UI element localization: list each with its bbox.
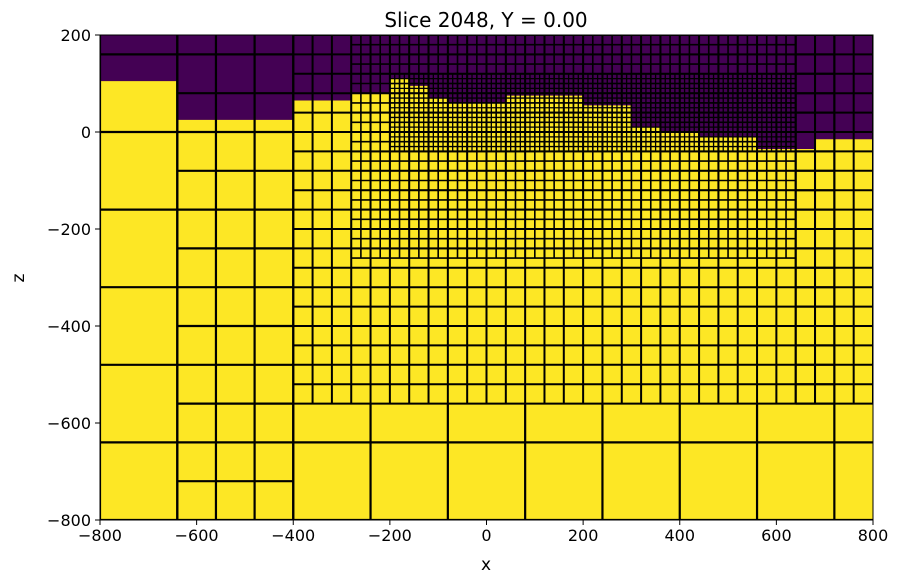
x-axis: −800 −600 −400 −200 0 200 400 600 800 [78,520,888,545]
y-axis: −800 −600 −400 −200 0 200 [47,26,100,530]
mesh-level-5 [794,35,873,405]
y-tick-label: −400 [47,317,91,336]
x-tick-label: 200 [568,526,599,545]
plot-area [100,35,873,520]
y-tick-label: 200 [60,26,91,45]
mesh-level-6 [292,403,873,520]
x-tick-label: 400 [664,526,695,545]
y-tick-label: −600 [47,414,91,433]
x-tick-label: 800 [858,526,889,545]
y-axis-label: z [9,273,29,282]
chart-title: Slice 2048, Y = 0.00 [384,8,587,32]
x-tick-label: −600 [175,526,219,545]
y-tick-label: 0 [81,123,91,142]
x-tick-label: −400 [271,526,315,545]
x-axis-label: x [481,555,491,575]
mesh-level-4 [389,73,797,153]
mesh-cell-edges [100,35,873,520]
y-tick-label: −200 [47,220,91,239]
x-tick-label: −800 [78,526,122,545]
mesh-level-1 [176,35,295,520]
x-tick-label: −200 [368,526,412,545]
x-tick-label: 0 [481,526,491,545]
x-tick-label: 600 [761,526,792,545]
y-tick-label: −800 [47,511,91,530]
